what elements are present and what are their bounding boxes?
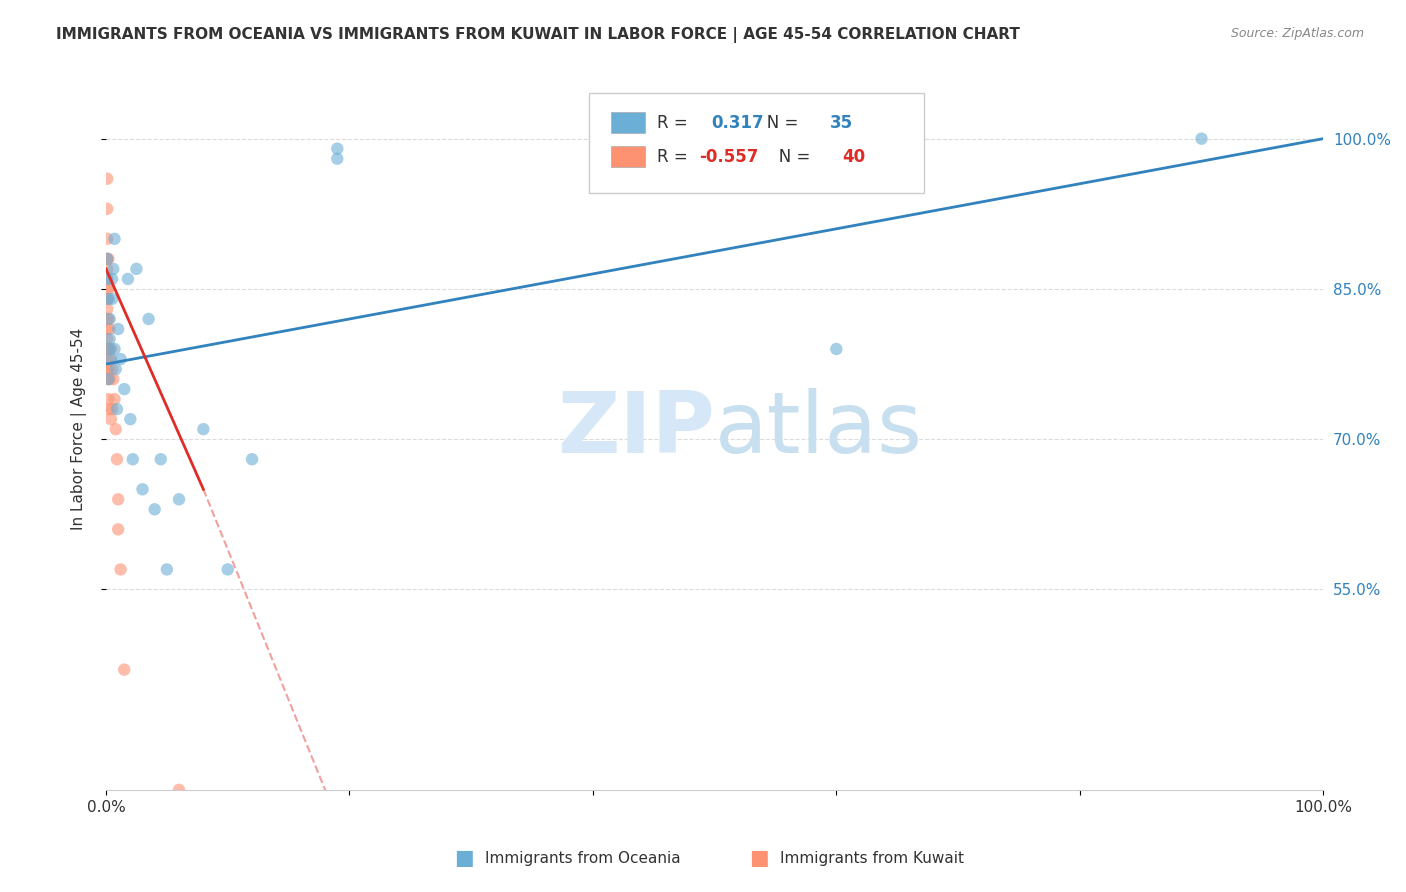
Point <box>156 562 179 576</box>
Point <box>103 261 125 276</box>
Point <box>97 402 120 417</box>
Text: R =: R = <box>658 113 699 132</box>
Point <box>217 562 239 576</box>
Point <box>120 412 142 426</box>
Point <box>98 352 121 367</box>
Text: 40: 40 <box>842 147 866 166</box>
Point <box>96 322 118 336</box>
Point <box>138 312 160 326</box>
Point <box>240 452 263 467</box>
Text: Source: ZipAtlas.com: Source: ZipAtlas.com <box>1230 27 1364 40</box>
Text: ■: ■ <box>454 848 474 868</box>
Point <box>96 202 118 216</box>
Text: 35: 35 <box>831 113 853 132</box>
Point <box>96 352 118 367</box>
Point <box>101 292 124 306</box>
Text: 0.317: 0.317 <box>711 113 763 132</box>
Point <box>98 312 121 326</box>
Point <box>1191 131 1213 145</box>
Point <box>117 272 139 286</box>
Point <box>149 452 172 467</box>
Point <box>97 372 120 386</box>
Point <box>96 282 118 296</box>
Point <box>97 312 120 326</box>
Point <box>96 362 118 376</box>
Point <box>96 252 118 266</box>
Point <box>112 382 135 396</box>
Point <box>125 261 148 276</box>
Point <box>167 782 190 797</box>
Text: IMMIGRANTS FROM OCEANIA VS IMMIGRANTS FROM KUWAIT IN LABOR FORCE | AGE 45-54 COR: IMMIGRANTS FROM OCEANIA VS IMMIGRANTS FR… <box>56 27 1021 43</box>
Point <box>96 252 118 266</box>
Point <box>98 322 121 336</box>
Point <box>96 342 118 356</box>
Point <box>104 422 127 436</box>
Point <box>97 372 120 386</box>
Point <box>326 152 349 166</box>
Point <box>100 352 122 367</box>
Y-axis label: In Labor Force | Age 45-54: In Labor Force | Age 45-54 <box>72 328 87 531</box>
Point <box>101 402 124 417</box>
Point <box>107 492 129 507</box>
Text: N =: N = <box>763 147 815 166</box>
Point <box>98 342 121 356</box>
Point <box>101 362 124 376</box>
Point <box>110 562 132 576</box>
FancyBboxPatch shape <box>589 93 924 193</box>
Point <box>96 292 118 306</box>
Point <box>98 332 121 346</box>
Point <box>107 522 129 536</box>
Point <box>96 301 118 316</box>
FancyBboxPatch shape <box>612 112 645 134</box>
Point <box>96 272 118 286</box>
Text: atlas: atlas <box>714 388 922 471</box>
Point <box>96 292 118 306</box>
Point <box>101 272 124 286</box>
Point <box>100 412 122 426</box>
Point <box>96 272 118 286</box>
Point <box>97 392 120 406</box>
Point <box>96 332 118 346</box>
Point <box>103 392 125 406</box>
Point <box>105 452 128 467</box>
Point <box>103 232 125 246</box>
Point <box>110 352 132 367</box>
Point <box>100 342 122 356</box>
Point <box>96 232 118 246</box>
Point <box>103 342 125 356</box>
Point <box>167 492 190 507</box>
Point <box>98 372 121 386</box>
Text: Immigrants from Kuwait: Immigrants from Kuwait <box>780 851 965 865</box>
Point <box>96 261 118 276</box>
Text: Immigrants from Oceania: Immigrants from Oceania <box>485 851 681 865</box>
Point <box>97 282 120 296</box>
Point <box>97 252 120 266</box>
Point <box>112 663 135 677</box>
Point <box>825 342 848 356</box>
Point <box>193 422 215 436</box>
Text: ZIP: ZIP <box>557 388 714 471</box>
Point <box>97 362 120 376</box>
Point <box>103 372 125 386</box>
Point <box>107 322 129 336</box>
Text: R =: R = <box>658 147 693 166</box>
Point <box>97 292 120 306</box>
Text: -0.557: -0.557 <box>699 147 758 166</box>
Text: ■: ■ <box>749 848 769 868</box>
Point <box>131 483 153 497</box>
Point <box>326 142 349 156</box>
Point <box>104 362 127 376</box>
Point <box>96 171 118 186</box>
Point <box>143 502 166 516</box>
Point <box>97 342 120 356</box>
Text: N =: N = <box>751 113 804 132</box>
Point <box>96 312 118 326</box>
Point <box>105 402 128 417</box>
FancyBboxPatch shape <box>612 145 645 168</box>
Point <box>121 452 143 467</box>
